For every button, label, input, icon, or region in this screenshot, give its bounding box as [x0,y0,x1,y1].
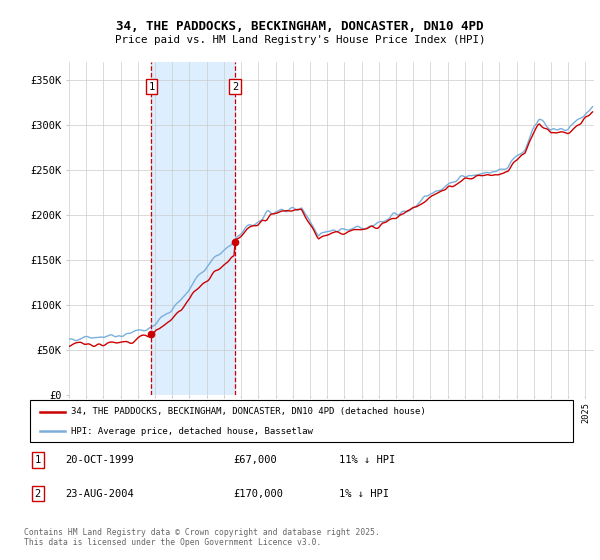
Text: 2: 2 [35,488,41,498]
Text: 34, THE PADDOCKS, BECKINGHAM, DONCASTER, DN10 4PD (detached house): 34, THE PADDOCKS, BECKINGHAM, DONCASTER,… [71,407,425,416]
Text: 1% ↓ HPI: 1% ↓ HPI [338,488,389,498]
Text: £170,000: £170,000 [234,488,284,498]
Text: 20-OCT-1999: 20-OCT-1999 [65,455,134,465]
Text: 1: 1 [148,82,155,92]
Text: Contains HM Land Registry data © Crown copyright and database right 2025.
This d: Contains HM Land Registry data © Crown c… [24,528,380,547]
Text: 2: 2 [232,82,238,92]
Text: HPI: Average price, detached house, Bassetlaw: HPI: Average price, detached house, Bass… [71,427,313,436]
Text: 1: 1 [35,455,41,465]
Text: 11% ↓ HPI: 11% ↓ HPI [338,455,395,465]
Text: 34, THE PADDOCKS, BECKINGHAM, DONCASTER, DN10 4PD: 34, THE PADDOCKS, BECKINGHAM, DONCASTER,… [116,20,484,34]
Text: 23-AUG-2004: 23-AUG-2004 [65,488,134,498]
Bar [151,62,235,395]
Text: £67,000: £67,000 [234,455,278,465]
FancyBboxPatch shape [30,400,573,442]
Text: Price paid vs. HM Land Registry's House Price Index (HPI): Price paid vs. HM Land Registry's House … [115,35,485,45]
